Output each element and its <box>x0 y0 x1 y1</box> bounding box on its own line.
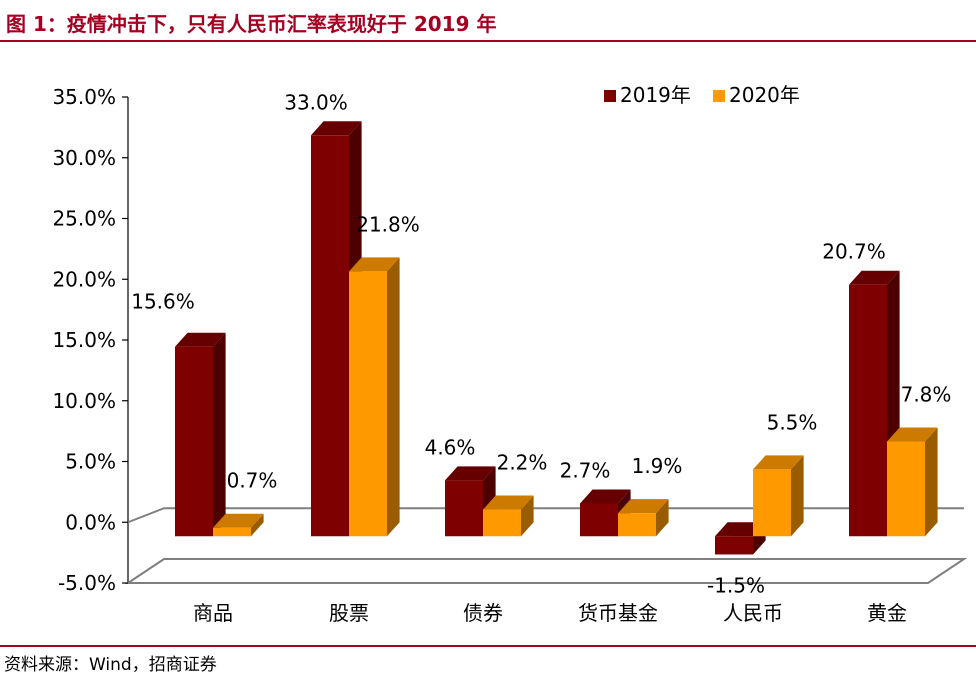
legend: 2019年 2020年 <box>604 83 800 107</box>
bar-top <box>311 121 362 136</box>
bar-2019-债券 <box>445 466 496 537</box>
bars <box>175 121 938 555</box>
y-tick-label: -5.0% <box>58 571 116 595</box>
bar-top <box>753 455 804 470</box>
bar-top <box>715 522 766 537</box>
bar-top <box>580 489 631 504</box>
bar-front <box>213 527 251 537</box>
x-axis-categories: 商品 股票 债券 货币基金 人民币 黄金 <box>193 601 907 625</box>
bar-top <box>849 270 900 285</box>
x-category-label: 黄金 <box>867 601 907 625</box>
data-label-2020-黄金: 7.8% <box>901 382 952 406</box>
source-note: 资料来源：Wind，招商证券 <box>4 655 217 675</box>
y-tick-label: 25.0% <box>52 207 116 231</box>
bar-side <box>521 495 534 537</box>
figure-title: 图 1：疫情冲击下，只有人民币汇率表现好于 2019 年 <box>6 12 497 36</box>
data-label-2020-商品: 0.7% <box>227 469 278 493</box>
bar-side <box>213 332 226 537</box>
bar-front <box>849 284 887 537</box>
y-tick-label: 0.0% <box>65 510 116 534</box>
chart-frame <box>124 97 968 584</box>
data-label-2019-商品: 15.6% <box>131 290 195 314</box>
bar-front <box>618 513 656 537</box>
bar-top <box>213 513 264 528</box>
y-tick-label: 30.0% <box>52 146 116 170</box>
bar-2020-商品 <box>213 513 264 537</box>
y-tick-label: 5.0% <box>65 450 116 474</box>
bar-2020-债券 <box>483 495 534 537</box>
bar-front <box>887 441 925 537</box>
legend-swatch <box>713 90 725 102</box>
data-label-2020-股票: 21.8% <box>356 212 420 236</box>
legend-label: 2019年 <box>620 83 691 107</box>
bar-chart: -5.0% 0.0% 5.0% 10.0% 15.0% 20.0% 25.0% 30.0% 35… <box>52 83 968 625</box>
x-category-label: 商品 <box>193 601 233 625</box>
data-label-2019-股票: 33.0% <box>284 90 348 114</box>
floor-plane <box>124 558 968 584</box>
data-labels: 15.6% 33.0% 4.6% 2.7% -1.5% 20.7% 0.7% 21.8% 2.2… <box>131 90 951 597</box>
bar-front <box>311 135 349 537</box>
bar-2020-货币基金 <box>618 499 669 537</box>
bar-side <box>656 499 669 537</box>
title-rule <box>0 40 976 42</box>
x-category-label: 债券 <box>463 601 503 625</box>
x-category-label: 人民币 <box>723 601 783 625</box>
bar-2019-货币基金 <box>580 489 631 537</box>
y-axis-ticks: -5.0% 0.0% 5.0% 10.0% 15.0% 20.0% 25.0% 30.0% 35… <box>52 85 128 595</box>
y-tick-label: 20.0% <box>52 267 116 291</box>
zero-plane-line <box>127 507 964 524</box>
legend-item-2020: 2020年 <box>713 83 800 107</box>
bar-side <box>925 427 938 537</box>
data-label-2019-债券: 4.6% <box>425 435 476 459</box>
bar-top <box>349 257 400 272</box>
bar-top <box>887 427 938 442</box>
bar-side <box>791 455 804 537</box>
legend-item-2019: 2019年 <box>604 83 691 107</box>
data-label-2020-债券: 2.2% <box>497 451 548 475</box>
bar-2019-人民币 <box>715 522 766 555</box>
bar-side <box>251 513 264 537</box>
bar-top <box>175 332 226 347</box>
y-tick-label: 10.0% <box>52 389 116 413</box>
data-label-2019-人民币: -1.5% <box>707 573 765 597</box>
bar-front <box>483 509 521 537</box>
data-label-2019-货币基金: 2.7% <box>560 458 611 482</box>
data-label-2019-黄金: 20.7% <box>822 240 886 264</box>
bar-2020-黄金 <box>887 427 938 537</box>
bar-top <box>483 495 534 510</box>
bar-front <box>715 536 753 555</box>
x-category-label: 股票 <box>329 601 369 625</box>
legend-label: 2020年 <box>729 83 800 107</box>
bar-2019-商品 <box>175 332 226 537</box>
data-label-2020-人民币: 5.5% <box>767 410 818 434</box>
data-label-2020-货币基金: 1.9% <box>632 454 683 478</box>
bar-front <box>445 480 483 537</box>
bar-front <box>175 346 213 537</box>
bar-front <box>580 503 618 537</box>
bar-2020-人民币 <box>753 455 804 537</box>
bar-front <box>349 271 387 537</box>
bar-top <box>445 466 496 481</box>
bar-front <box>753 469 791 537</box>
source-rule <box>0 645 976 647</box>
bar-top <box>618 499 669 514</box>
y-tick-label: 15.0% <box>52 328 116 352</box>
bar-side <box>387 257 400 537</box>
y-tick-label: 35.0% <box>52 85 116 109</box>
bar-2020-股票 <box>349 257 400 537</box>
x-category-label: 货币基金 <box>578 601 658 625</box>
legend-swatch <box>604 90 616 102</box>
